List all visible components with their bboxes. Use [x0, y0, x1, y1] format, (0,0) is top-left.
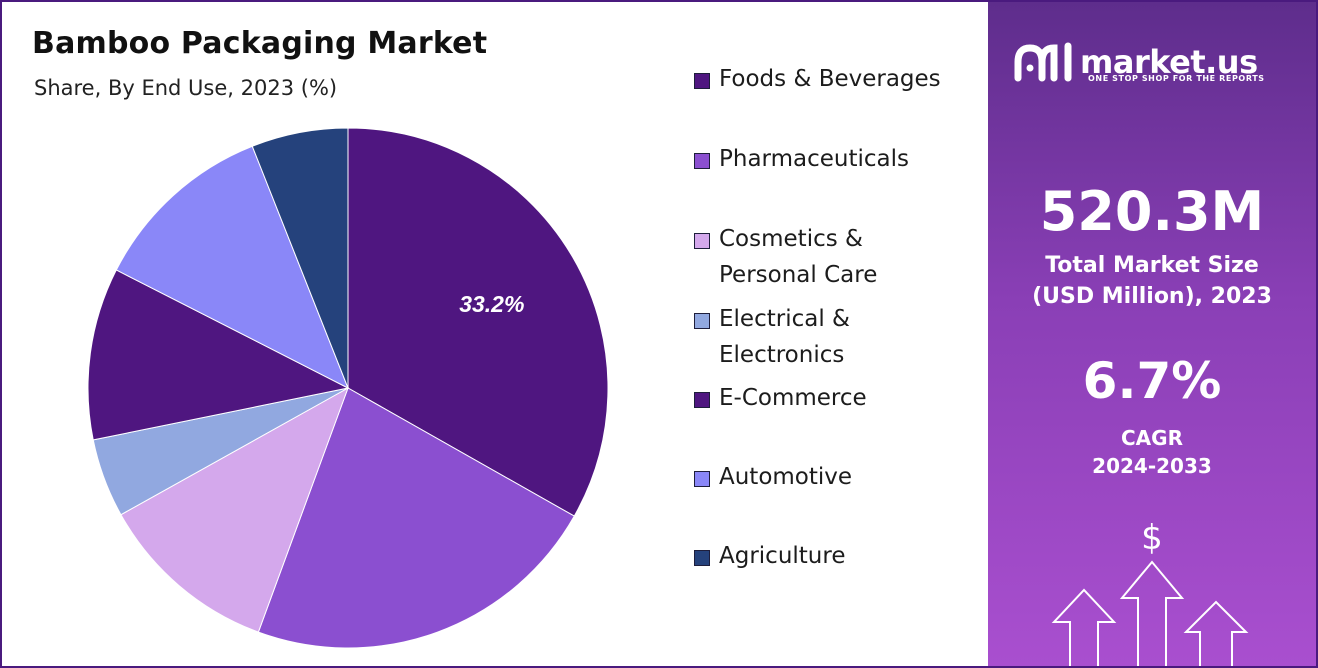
pie-slice-agriculture: [251, 127, 349, 389]
legend-swatch: [694, 471, 710, 487]
legend-item: Pharmaceuticals: [694, 146, 974, 177]
pie-slice-foods-beverages: [347, 127, 609, 517]
legend-label: Cosmetics & Personal Care: [719, 221, 974, 293]
chart-title: Bamboo Packaging Market: [32, 26, 488, 61]
legend-label: Foods & Beverages: [719, 61, 974, 97]
brand-logo: market.us: [1012, 38, 1258, 86]
dollar-icon: $: [1141, 518, 1163, 558]
legend-item: E-Commerce: [694, 385, 974, 416]
pie-slice-automotive: [115, 145, 349, 390]
legend-label: Automotive: [719, 459, 974, 495]
legend-item: Cosmetics & Personal Care: [694, 226, 974, 293]
legend-label-line: Automotive: [719, 464, 853, 490]
legend-label: Pharmaceuticals: [719, 141, 974, 177]
market-size-value: 520.3M: [1039, 180, 1265, 243]
legend-label-line: Electrical &: [719, 306, 850, 332]
legend-swatch: [694, 550, 710, 566]
legend-label-line: Foods & Beverages: [719, 66, 941, 92]
legend-item: Agriculture: [694, 543, 974, 574]
pie-slice-pharmaceuticals: [257, 387, 575, 649]
market-size-label-line1: Total Market Size: [1045, 253, 1259, 278]
legend-label-line: Agriculture: [719, 543, 846, 569]
cagr-period: 2024-2033: [1092, 454, 1212, 478]
pie-slice-e-commerce: [87, 269, 350, 441]
legend-item: Electrical & Electronics: [694, 306, 974, 373]
legend-swatch: [694, 392, 710, 408]
pie-chart: 33.2%: [87, 127, 609, 649]
chart-subtitle: Share, By End Use, 2023 (%): [34, 76, 338, 100]
pie-slice-cosmetics-personal-care: [120, 386, 349, 633]
legend-item: Foods & Beverages: [694, 66, 974, 97]
legend-item: Automotive: [694, 464, 974, 495]
brand-tagline: ONE STOP SHOP FOR THE REPORTS: [1088, 74, 1265, 83]
legend-label-line: Pharmaceuticals: [719, 146, 909, 172]
legend-label: Electrical & Electronics: [719, 301, 974, 373]
legend-label-line: E-Commerce: [719, 385, 867, 411]
legend-swatch: [694, 153, 710, 169]
legend-label: E-Commerce: [719, 380, 974, 416]
legend-label-line: Electronics: [719, 342, 845, 368]
pie-slice-value-label: 33.2%: [459, 291, 524, 317]
legend-swatch: [694, 313, 710, 329]
stats-panel: market.us ONE STOP SHOP FOR THE REPORTS …: [988, 2, 1316, 666]
growth-arrows-icon: [1051, 560, 1249, 666]
market-size-label-line2: (USD Million), 2023: [1032, 284, 1272, 309]
cagr-value: 6.7%: [1082, 352, 1222, 410]
market-us-logo-icon: [1014, 42, 1072, 82]
cagr-label: CAGR: [1121, 426, 1183, 450]
brand-name: market.us: [1080, 43, 1258, 81]
legend-label-line: Cosmetics &: [719, 226, 863, 252]
pie-slices: [87, 127, 609, 649]
legend-label: Agriculture: [719, 538, 974, 574]
legend-label-line: Personal Care: [719, 262, 878, 288]
pie-slice-labels: 33.2%: [459, 291, 524, 317]
legend-swatch: [694, 233, 710, 249]
legend-swatch: [694, 73, 710, 89]
